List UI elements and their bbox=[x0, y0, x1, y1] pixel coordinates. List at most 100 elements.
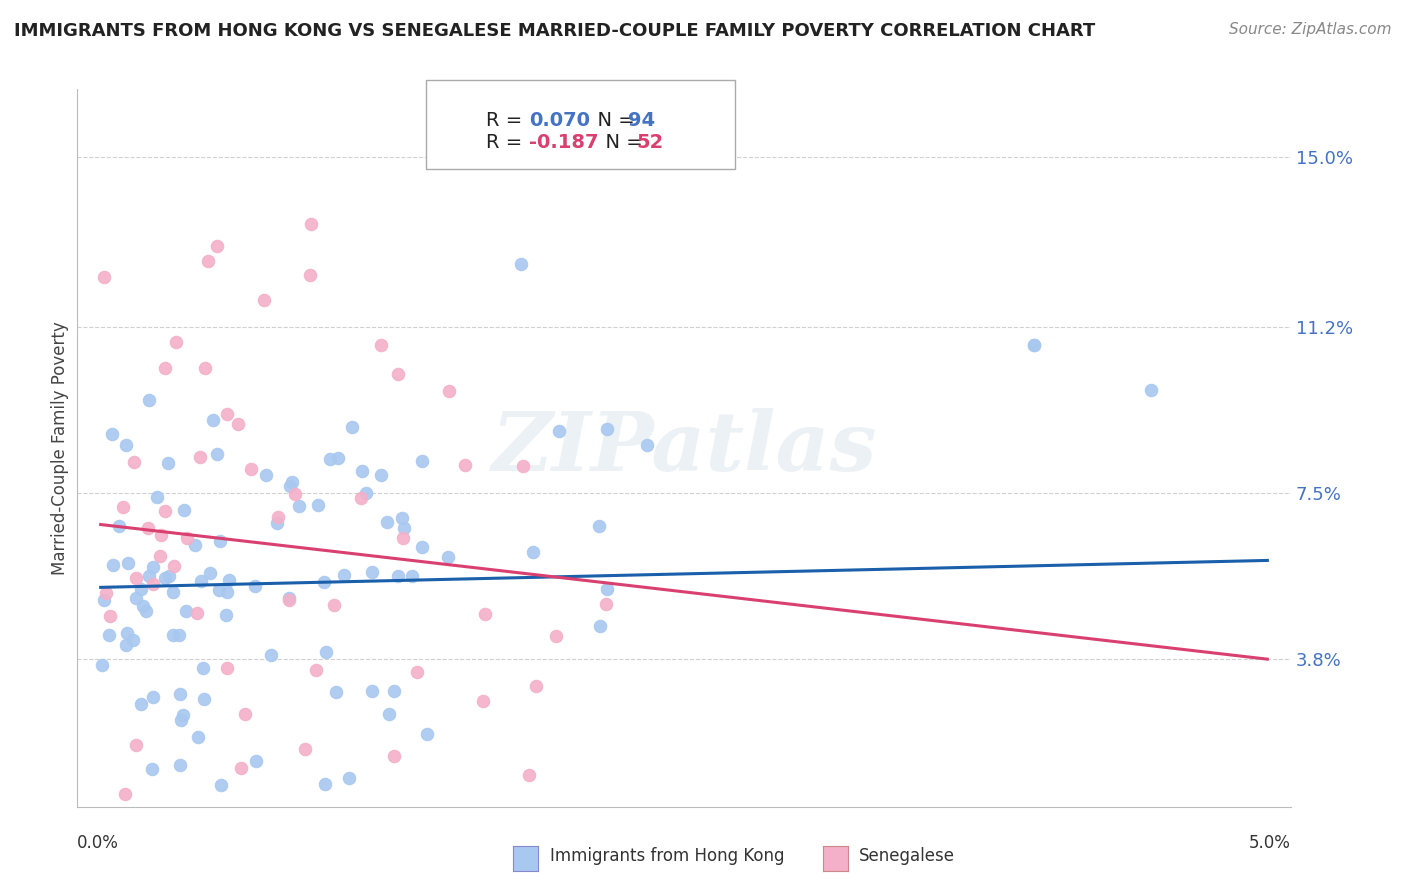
Point bbox=[193, 661, 215, 675]
Text: 5.0%: 5.0% bbox=[1249, 834, 1291, 852]
Point bbox=[333, 567, 356, 582]
Point bbox=[596, 422, 619, 436]
Point bbox=[595, 597, 617, 611]
Point bbox=[278, 479, 301, 493]
Point bbox=[125, 591, 148, 606]
Point bbox=[136, 521, 159, 535]
Point bbox=[172, 708, 194, 723]
Point bbox=[277, 592, 299, 607]
Point bbox=[208, 583, 231, 598]
Point bbox=[194, 360, 217, 375]
Point bbox=[197, 253, 219, 268]
Point bbox=[107, 519, 129, 533]
Point bbox=[142, 690, 165, 704]
Point bbox=[190, 574, 212, 588]
Point bbox=[243, 579, 266, 593]
Point bbox=[471, 694, 494, 708]
Point bbox=[169, 687, 191, 701]
Text: N =: N = bbox=[585, 111, 641, 130]
Point bbox=[94, 585, 117, 599]
Point bbox=[509, 257, 531, 271]
Point bbox=[405, 665, 427, 679]
Point bbox=[115, 438, 138, 452]
Point bbox=[146, 491, 169, 505]
Point bbox=[512, 459, 534, 474]
Text: IMMIGRANTS FROM HONG KONG VS SENEGALESE MARRIED-COUPLE FAMILY POVERTY CORRELATIO: IMMIGRANTS FROM HONG KONG VS SENEGALESE … bbox=[14, 22, 1095, 40]
Point bbox=[115, 626, 138, 640]
Point bbox=[360, 684, 382, 698]
Point bbox=[370, 338, 392, 352]
Point bbox=[387, 367, 409, 381]
Point bbox=[186, 606, 208, 620]
Point bbox=[174, 603, 197, 617]
Point bbox=[596, 582, 619, 596]
Point bbox=[1022, 338, 1045, 352]
Point bbox=[157, 456, 180, 470]
Point bbox=[253, 293, 276, 307]
Point bbox=[112, 500, 135, 515]
Point bbox=[114, 787, 136, 801]
Point bbox=[153, 360, 176, 375]
Point bbox=[524, 680, 547, 694]
Point bbox=[167, 628, 190, 642]
Point bbox=[217, 585, 239, 599]
Point bbox=[411, 540, 433, 554]
Point bbox=[93, 269, 115, 284]
Point bbox=[215, 607, 238, 622]
Point bbox=[142, 577, 165, 591]
Point bbox=[382, 683, 405, 698]
Point bbox=[437, 550, 460, 565]
Point bbox=[370, 468, 392, 483]
Point bbox=[162, 628, 184, 642]
Point bbox=[360, 565, 382, 579]
Point bbox=[163, 558, 186, 573]
Point bbox=[318, 451, 340, 466]
Point bbox=[117, 556, 139, 570]
Point bbox=[375, 515, 398, 529]
Point bbox=[155, 503, 177, 517]
Point bbox=[193, 692, 215, 706]
Point bbox=[138, 393, 160, 408]
Point bbox=[91, 658, 114, 673]
Point bbox=[284, 486, 307, 500]
Point bbox=[517, 768, 540, 782]
Point bbox=[354, 486, 377, 500]
Point bbox=[307, 498, 329, 512]
Point bbox=[416, 726, 439, 740]
Point bbox=[218, 574, 240, 588]
Point bbox=[114, 638, 136, 652]
Point bbox=[165, 335, 187, 350]
Text: 94: 94 bbox=[628, 111, 655, 130]
Point bbox=[352, 464, 374, 478]
Point bbox=[132, 599, 155, 613]
Point bbox=[294, 741, 316, 756]
Point bbox=[239, 461, 262, 475]
Point bbox=[125, 571, 148, 585]
Point bbox=[141, 762, 163, 776]
Point bbox=[1139, 383, 1161, 397]
Point bbox=[411, 454, 433, 468]
Point bbox=[377, 707, 399, 722]
Text: -0.187: -0.187 bbox=[529, 133, 598, 153]
Point bbox=[201, 413, 224, 427]
Point bbox=[401, 569, 423, 583]
Point bbox=[299, 217, 322, 231]
Point bbox=[245, 754, 267, 768]
Point bbox=[125, 738, 148, 752]
Point bbox=[588, 519, 610, 533]
Point bbox=[337, 771, 360, 785]
Point bbox=[173, 503, 195, 517]
Point bbox=[392, 521, 415, 535]
Point bbox=[1022, 338, 1045, 352]
Point bbox=[522, 545, 544, 559]
Text: N =: N = bbox=[593, 133, 650, 153]
Point bbox=[546, 628, 568, 642]
Point bbox=[314, 575, 336, 590]
Point bbox=[267, 509, 290, 524]
Point bbox=[548, 424, 571, 438]
Point bbox=[103, 558, 125, 572]
Point bbox=[454, 458, 477, 472]
Point bbox=[382, 749, 405, 764]
Point bbox=[153, 571, 176, 585]
Point bbox=[391, 511, 413, 525]
